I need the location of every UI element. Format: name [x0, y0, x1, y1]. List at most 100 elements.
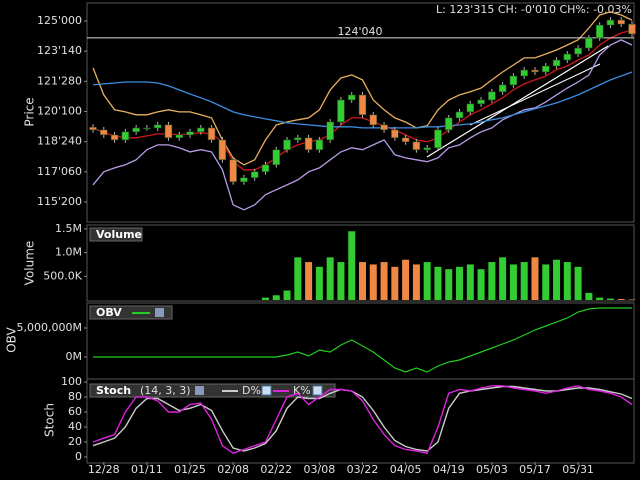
- y-tick-label: 20: [68, 435, 82, 448]
- candle-body: [121, 131, 130, 141]
- x-tick-label: 05/17: [519, 463, 551, 476]
- candle-body: [240, 177, 248, 183]
- candle-body: [380, 124, 388, 131]
- panel-header: [89, 227, 143, 242]
- y-axis-title: Volume: [23, 241, 37, 286]
- volume-bar: [369, 264, 377, 300]
- y-axis-title: Stoch: [43, 403, 57, 437]
- y-tick-label: 0M: [66, 350, 83, 363]
- x-tick-label: 01/11: [131, 463, 163, 476]
- panel-title: Volume: [96, 228, 142, 241]
- panel-title: OBV: [96, 306, 122, 319]
- panel-header: [89, 305, 173, 320]
- indicator-line: [92, 71, 633, 129]
- volume-bar: [445, 269, 453, 300]
- candle-body: [455, 111, 464, 119]
- volume-bar: [294, 257, 302, 300]
- candle-body: [99, 129, 108, 136]
- indicator-line: [92, 29, 633, 171]
- y-tick-label: 115'200: [37, 195, 82, 208]
- volume-bar: [596, 297, 604, 300]
- volume-bar: [348, 231, 356, 300]
- candle-body: [488, 91, 496, 101]
- candle-body: [261, 164, 270, 173]
- volume-bar: [359, 262, 366, 300]
- candle-body: [207, 127, 216, 141]
- candle-body: [315, 139, 324, 151]
- y-tick-label: 118'240: [37, 135, 82, 148]
- y-tick-label: 500.0K: [43, 269, 82, 282]
- stoch-panel: [86, 378, 635, 464]
- candle-body: [509, 75, 518, 86]
- volume-bar: [283, 290, 291, 300]
- volume-bar: [337, 262, 345, 300]
- volume-bar: [391, 266, 399, 300]
- legend-checkbox[interactable]: [261, 385, 272, 396]
- candle-body: [110, 134, 119, 141]
- candle-body: [337, 99, 345, 123]
- x-tick-label: 03/22: [347, 463, 379, 476]
- line: [92, 385, 633, 455]
- settings-icon[interactable]: [195, 386, 204, 395]
- volume-bar: [305, 262, 313, 300]
- candle-body: [132, 127, 140, 133]
- volume-panel: [86, 224, 635, 302]
- settings-icon[interactable]: [155, 308, 164, 317]
- candle-body: [617, 19, 626, 25]
- volume-bar: [456, 266, 464, 300]
- volume-bar: [531, 257, 539, 300]
- x-tick-label: 03/08: [304, 463, 336, 476]
- candle-body: [326, 121, 334, 141]
- volume-bar: [617, 299, 625, 300]
- volume-bar: [499, 257, 507, 300]
- volume-bar: [553, 259, 561, 300]
- indicator-line: [92, 11, 633, 166]
- candle-body: [434, 129, 442, 149]
- volume-bar: [542, 264, 550, 300]
- candle-body: [423, 147, 431, 151]
- candle-body: [347, 94, 356, 101]
- legend-label: K%: [293, 384, 311, 397]
- price-header: L: 123'315 CH: -0'010 CH%: -0.03%: [436, 3, 632, 16]
- y-tick-label: 125'000: [37, 14, 82, 27]
- legend-label: D%: [242, 384, 261, 397]
- panel-header: [89, 383, 336, 398]
- candle-body: [304, 137, 313, 151]
- volume-bar: [585, 292, 593, 300]
- volume-bar: [509, 264, 517, 300]
- volume-bar: [326, 257, 334, 300]
- volume-bar: [466, 264, 474, 300]
- volume-bar: [477, 269, 485, 300]
- candle-body: [175, 134, 184, 139]
- y-tick-label: 120'100: [37, 104, 82, 117]
- candle-body: [444, 117, 453, 131]
- y-axis-title: OBV: [5, 326, 19, 352]
- y-tick-label: 1.5M: [55, 222, 82, 235]
- panel-subtitle: (14, 3, 3): [140, 384, 191, 397]
- x-tick-label: 12/28: [88, 463, 120, 476]
- candle-body: [143, 127, 151, 130]
- trend-line: [426, 45, 609, 158]
- x-tick-label: 05/03: [476, 463, 508, 476]
- price-panel: [86, 2, 635, 223]
- candle-body: [595, 24, 604, 39]
- candle-body: [272, 149, 281, 166]
- volume-bar: [315, 266, 323, 300]
- y-tick-label: 40: [68, 420, 82, 433]
- x-tick-label: 01/25: [174, 463, 206, 476]
- y-tick-label: 100: [61, 375, 82, 388]
- legend-checkbox[interactable]: [312, 385, 323, 396]
- candle-body: [186, 131, 194, 136]
- y-tick-label: 5,000,000M: [17, 321, 82, 334]
- candle-body: [164, 124, 173, 139]
- volume-bar: [261, 297, 269, 300]
- x-tick-label: 04/05: [390, 463, 422, 476]
- candle-body: [218, 139, 227, 161]
- candle-body: [531, 69, 539, 73]
- volume-bar: [412, 264, 420, 300]
- candle-body: [585, 37, 593, 49]
- candle-body: [541, 65, 550, 73]
- candle-body: [283, 139, 291, 151]
- indicator-line: [92, 39, 633, 211]
- candle-body: [498, 84, 507, 93]
